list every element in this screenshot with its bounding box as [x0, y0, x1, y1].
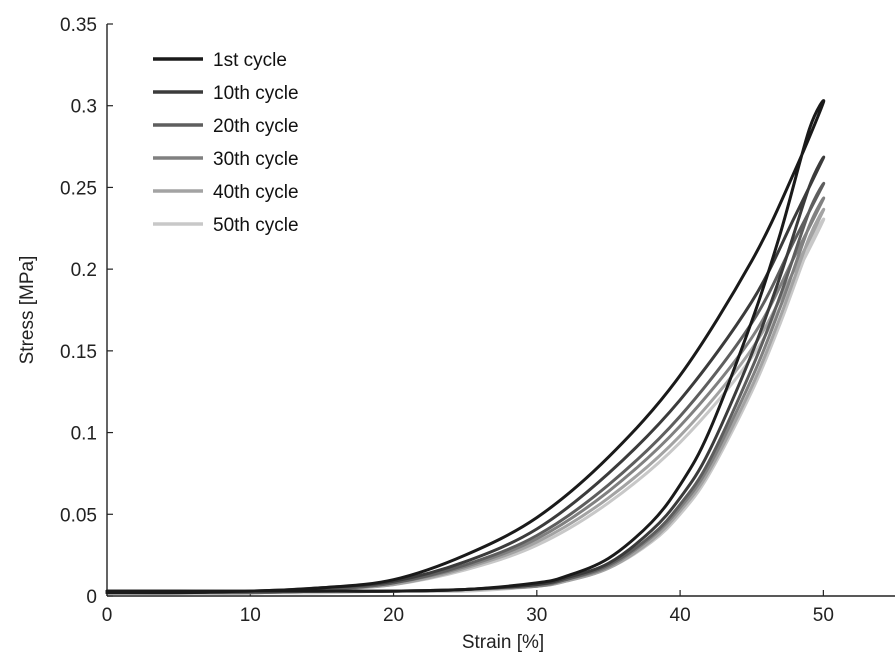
y-tick-label: 0.3 — [71, 97, 97, 118]
x-tick-label: 0 — [102, 605, 113, 626]
legend-label: 10th cycle — [213, 83, 299, 104]
legend-label: 40th cycle — [213, 182, 299, 203]
axes: 0 10 20 30 40 50 0 0.05 0.1 0.15 0.2 0.25 0.3 0.35 — [60, 15, 895, 626]
x-tick-label: 20 — [383, 605, 404, 626]
series-line-1 — [105, 99, 826, 595]
y-tick-label: 0.35 — [60, 15, 97, 36]
legend: 1st cycle 10th cycle 20th cycle 30th cycle 4… — [153, 50, 299, 236]
y-tick-label: 0.25 — [60, 178, 97, 199]
x-tick-label: 50 — [813, 605, 834, 626]
y-axis-label: Stress [MPa] — [17, 256, 38, 365]
legend-label: 50th cycle — [213, 215, 299, 236]
y-tick-label: 0.05 — [60, 505, 97, 526]
y-tick-label: 0.2 — [71, 260, 97, 281]
series-line-3 — [105, 181, 826, 595]
x-tick-label: 10 — [240, 605, 261, 626]
x-tick-label: 30 — [526, 605, 547, 626]
y-tick-label: 0 — [86, 587, 97, 608]
x-axis-label: Strain [%] — [462, 632, 544, 653]
x-tick-label: 40 — [670, 605, 691, 626]
y-tick-label: 0.15 — [60, 342, 97, 363]
legend-label: 1st cycle — [213, 50, 287, 71]
series-lines — [105, 99, 826, 595]
series-line-6 — [105, 217, 826, 595]
legend-label: 20th cycle — [213, 116, 299, 137]
legend-label: 30th cycle — [213, 149, 299, 170]
y-tick-label: 0.1 — [71, 424, 97, 445]
